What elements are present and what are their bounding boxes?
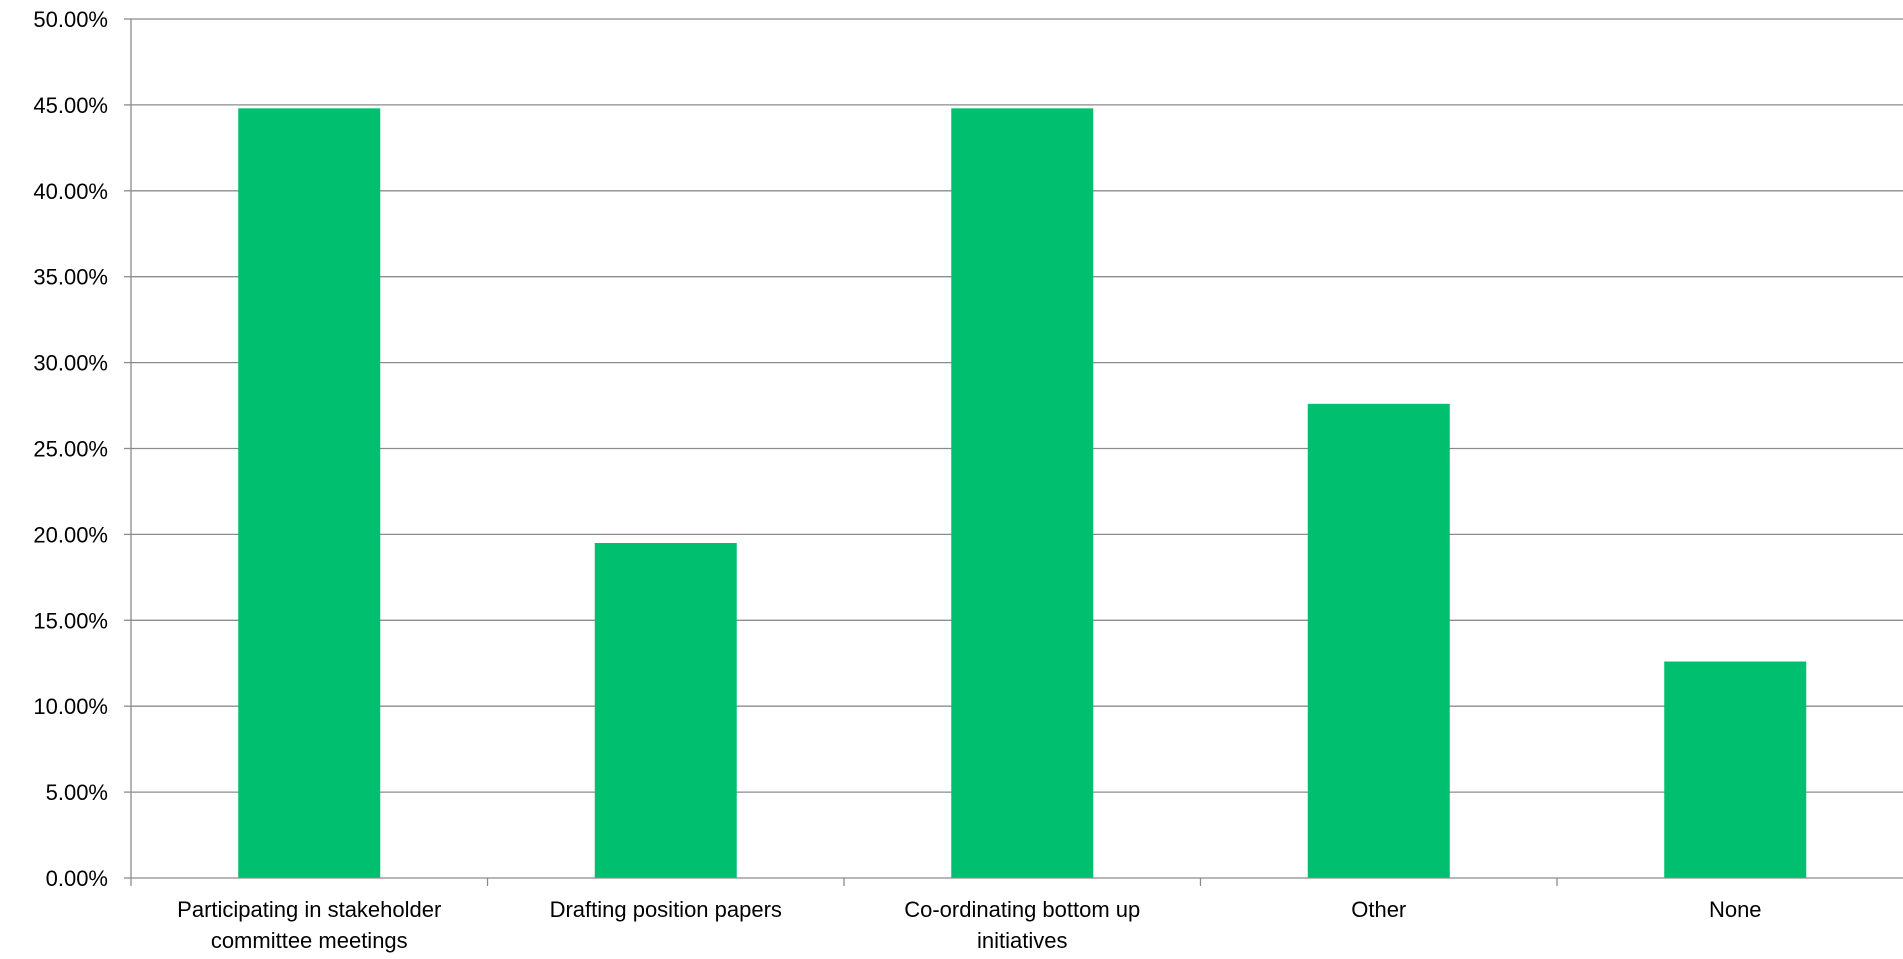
bar	[951, 108, 1094, 878]
x-tick-label: Co-ordinating bottom up initiatives	[904, 897, 1140, 953]
bar	[238, 108, 381, 878]
y-tick-label: 25.00%	[33, 437, 108, 462]
x-tick-label-line: initiatives	[977, 928, 1067, 953]
x-tick-label-line: Participating in stakeholder	[177, 897, 441, 922]
bars	[238, 108, 1807, 878]
x-tick-label-line: Drafting position papers	[550, 897, 782, 922]
x-tick-label-line: Other	[1351, 897, 1406, 922]
bar	[1664, 661, 1807, 878]
x-tick-label: Drafting position papers	[550, 897, 782, 922]
y-tick-label: 50.00%	[33, 7, 108, 32]
x-tick-label: Participating in stakeholder committee me…	[177, 897, 441, 953]
y-tick-label: 15.00%	[33, 608, 108, 633]
y-tick-label: 40.00%	[33, 179, 108, 204]
x-tick-label-line: committee meetings	[211, 928, 408, 953]
bar	[594, 542, 737, 878]
y-tick-label: 20.00%	[33, 522, 108, 547]
x-tick-label: Other	[1351, 897, 1406, 922]
x-tick-label: None	[1709, 897, 1762, 922]
y-tick-label: 45.00%	[33, 93, 108, 118]
y-tick-label: 30.00%	[33, 351, 108, 376]
x-tick-label-line: Co-ordinating bottom up	[904, 897, 1140, 922]
y-tick-label: 0.00%	[46, 866, 108, 891]
y-tick-label: 5.00%	[46, 780, 108, 805]
y-tick-label: 35.00%	[33, 265, 108, 290]
axes	[124, 18, 1903, 886]
y-tick-label: 10.00%	[33, 694, 108, 719]
y-tick-labels: 0.00% 5.00% 10.00% 15.00% 20.00% 25.00% 30.00%…	[33, 7, 108, 891]
x-tick-label-line: None	[1709, 897, 1762, 922]
x-tick-labels: Participating in stakeholder committee me…	[177, 897, 1761, 953]
bar	[1307, 403, 1450, 878]
